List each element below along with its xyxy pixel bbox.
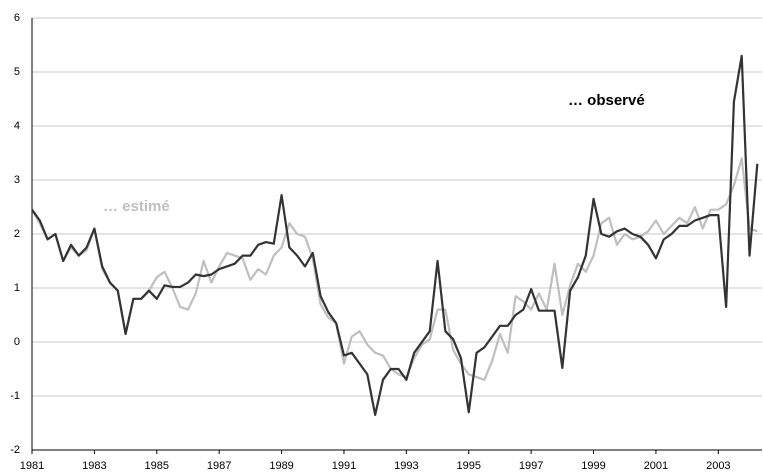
x-tick-label: 1991 [332,460,356,472]
y-tick-label: 5 [14,66,20,78]
x-tick-label: 1997 [519,460,543,472]
x-tick-label: 1999 [581,460,605,472]
y-tick-label: 6 [14,12,20,24]
x-tick-label: 1989 [269,460,293,472]
x-tick-label: 1993 [394,460,418,472]
y-tick-label: -1 [10,390,20,402]
x-tick-label: 2003 [706,460,730,472]
series-label: … estimé [103,198,170,215]
series-line [31,54,759,416]
x-tick-label: 1985 [145,460,169,472]
y-tick-label: -2 [10,444,20,456]
series-line [31,157,758,381]
series-label: … observé [568,92,645,109]
x-tick-label: 1981 [20,460,44,472]
y-tick-label: 1 [14,282,20,294]
y-tick-label: 2 [14,228,20,240]
x-tick-label: 2001 [644,460,668,472]
x-tick-label: 1995 [457,460,481,472]
y-tick-label: 4 [14,120,20,132]
x-tick-label: 1983 [82,460,106,472]
x-tick-label: 1987 [207,460,231,472]
y-tick-label: 3 [14,174,20,186]
y-tick-label: 0 [14,336,20,348]
